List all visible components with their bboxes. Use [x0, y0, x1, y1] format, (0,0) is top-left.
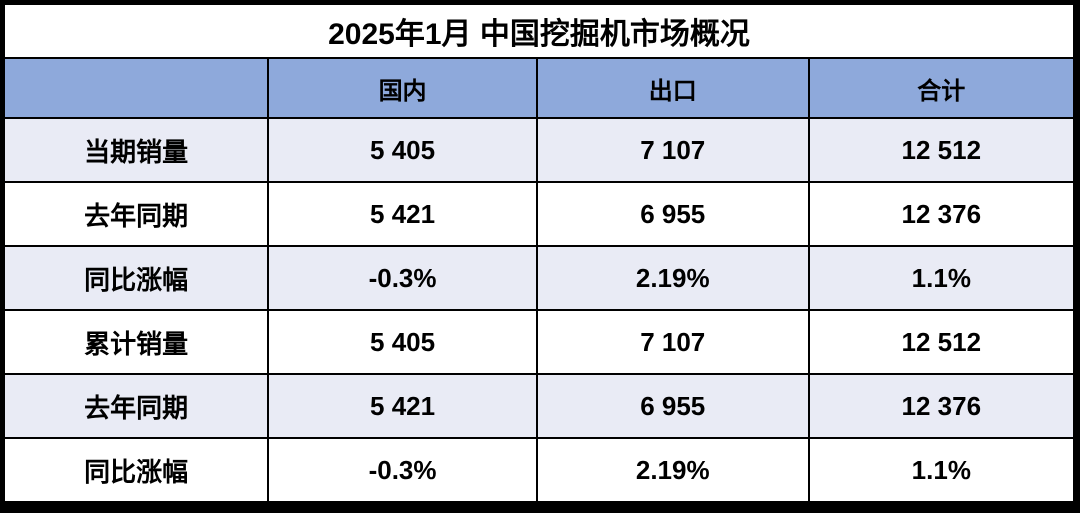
table-row-last-year-same-period-cumulative: 去年同期 5 421 6 955 12 376	[2, 373, 1076, 439]
cell-export: 7 107	[535, 309, 810, 375]
row-label: 去年同期	[2, 373, 270, 439]
table-row-current-sales: 当期销量 5 405 7 107 12 512	[2, 117, 1076, 183]
cell-domestic: 5 421	[267, 181, 538, 247]
row-label: 当期销量	[2, 117, 270, 183]
cell-total: 12 376	[807, 181, 1076, 247]
row-label: 去年同期	[2, 181, 270, 247]
title-row: 2025年1月 中国挖掘机市场概况	[3, 3, 1075, 59]
cell-total: 12 512	[807, 309, 1076, 375]
cell-export: 6 955	[535, 181, 810, 247]
cell-total: 12 512	[807, 117, 1076, 183]
row-label: 同比涨幅	[2, 245, 270, 311]
cell-domestic: 5 421	[267, 373, 538, 439]
table-row-yoy-change-cumulative: 同比涨幅 -0.3% 2.19% 1.1%	[2, 437, 1076, 503]
row-label: 累计销量	[2, 309, 270, 375]
table-row-yoy-change: 同比涨幅 -0.3% 2.19% 1.1%	[2, 245, 1076, 311]
cell-domestic: 5 405	[267, 117, 538, 183]
cell-domestic: 5 405	[267, 309, 538, 375]
page-title: 2025年1月 中国挖掘机市场概况	[3, 3, 1075, 59]
header-row: 国内 出口 合计	[2, 57, 1076, 119]
cell-export: 6 955	[535, 373, 810, 439]
cell-export: 2.19%	[535, 437, 810, 503]
row-label: 同比涨幅	[2, 437, 270, 503]
cell-total: 1.1%	[807, 245, 1076, 311]
table-row-last-year-same-period: 去年同期 5 421 6 955 12 376	[2, 181, 1076, 247]
cell-export: 2.19%	[535, 245, 810, 311]
cell-domestic: -0.3%	[267, 437, 538, 503]
cell-total: 12 376	[807, 373, 1076, 439]
cell-total: 1.1%	[807, 437, 1076, 503]
column-header-domestic: 国内	[267, 57, 538, 119]
column-header-empty	[2, 57, 270, 119]
cell-export: 7 107	[535, 117, 810, 183]
column-header-total: 合计	[807, 57, 1076, 119]
cell-domestic: -0.3%	[267, 245, 538, 311]
excavator-market-table: 2025年1月 中国挖掘机市场概况 国内 出口 合计 当期销量 5 405 7 …	[2, 3, 1076, 503]
column-header-export: 出口	[535, 57, 810, 119]
table-row-cumulative-sales: 累计销量 5 405 7 107 12 512	[2, 309, 1076, 375]
